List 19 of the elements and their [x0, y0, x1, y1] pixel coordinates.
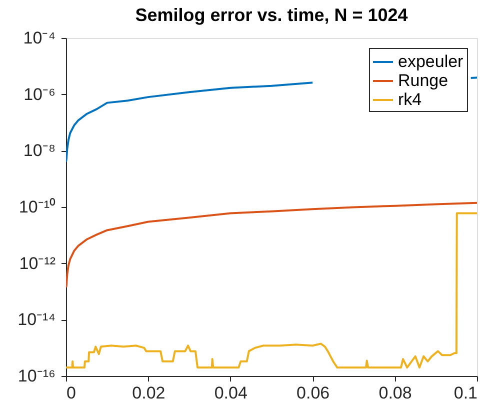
x-tick-label: 0.04: [214, 384, 248, 402]
line-series: [66, 202, 477, 288]
x-tick-label: 0.08: [378, 384, 412, 402]
x-tick-label: 0.02: [132, 384, 166, 402]
x-tick-label: 0: [66, 384, 76, 402]
y-tick-label: 10⁻¹²: [19, 254, 56, 273]
legend-label: Runge: [398, 71, 448, 90]
y-tick-label: 10⁻⁶: [24, 84, 56, 104]
y-tick-label: 10⁻¹⁰: [18, 198, 56, 216]
y-tick-label: 10⁻¹⁶: [18, 366, 56, 386]
y-tick-label: 10⁻⁸: [23, 141, 56, 160]
legend-label: expeuler: [398, 52, 464, 71]
y-tick-label: 10⁻¹⁴: [18, 310, 56, 330]
legend-label: rk4: [398, 90, 422, 109]
chart-title: Semilog error vs. time, N = 1024: [135, 5, 408, 25]
line-series: [66, 212, 477, 369]
x-tick-label: 0.1: [454, 384, 478, 402]
x-tick-label: 0.06: [296, 384, 330, 402]
y-tick-label: 10⁻⁴: [23, 28, 56, 48]
